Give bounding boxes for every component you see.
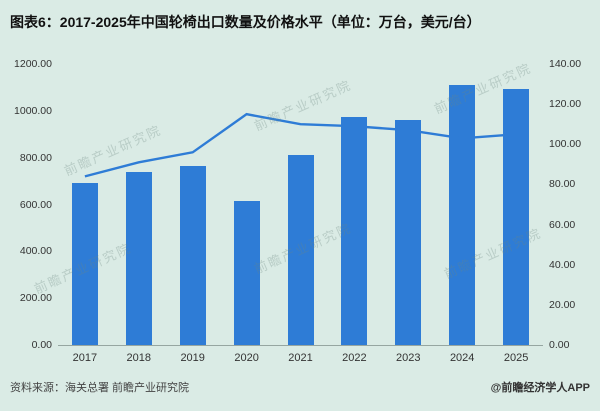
left-axis-tick: 1000.00 bbox=[14, 104, 52, 117]
x-axis-label-2020: 2020 bbox=[234, 352, 259, 364]
left-axis-tick: 600.00 bbox=[19, 198, 52, 211]
right-axis-tick: 120.00 bbox=[549, 98, 582, 111]
bar-2025 bbox=[503, 88, 530, 345]
right-axis-tick: 100.00 bbox=[549, 138, 582, 151]
price-line-svg bbox=[84, 112, 517, 178]
left-axis-tick: 800.00 bbox=[19, 151, 52, 164]
x-axis-label-2019: 2019 bbox=[180, 352, 205, 364]
right-axis-tick: 0.00 bbox=[549, 339, 570, 351]
bar-2020 bbox=[233, 201, 260, 345]
source-text: 资料来源：海关总署 前瞻产业研究院 bbox=[10, 382, 190, 394]
bar-2024 bbox=[449, 85, 476, 345]
right-axis-tick: 60.00 bbox=[549, 218, 576, 231]
x-axis-label-2017: 2017 bbox=[72, 352, 98, 364]
x-axis-label-2018: 2018 bbox=[126, 352, 152, 364]
bar-2021 bbox=[287, 155, 314, 345]
left-axis-tick: 1200.00 bbox=[14, 58, 52, 70]
x-axis-label-2023: 2023 bbox=[396, 352, 421, 364]
price-line bbox=[84, 112, 517, 178]
right-axis-tick: 20.00 bbox=[549, 298, 576, 311]
bar-2019 bbox=[179, 165, 206, 345]
brand-text: @前瞻经济学人APP bbox=[490, 382, 590, 394]
left-axis-tick: 400.00 bbox=[19, 245, 52, 258]
bar-2023 bbox=[395, 120, 422, 345]
right-axis-tick: 40.00 bbox=[549, 258, 576, 271]
bar-2018 bbox=[125, 171, 152, 345]
x-axis-label-2022: 2022 bbox=[342, 352, 367, 364]
bar-2022 bbox=[341, 116, 368, 345]
bar-2017 bbox=[71, 183, 98, 345]
right-axis-tick: 140.00 bbox=[549, 58, 582, 70]
right-axis-tick: 80.00 bbox=[549, 178, 576, 191]
x-axis-label-2025: 2025 bbox=[503, 352, 529, 364]
x-axis-label-2021: 2021 bbox=[288, 352, 313, 364]
plot-area bbox=[58, 64, 543, 346]
x-axis-label-2024: 2024 bbox=[449, 352, 475, 364]
chart-title: 图表6：2017-2025年中国轮椅出口数量及价格水平（单位：万台，美元/台） bbox=[10, 14, 481, 30]
left-axis-tick: 0.00 bbox=[31, 339, 52, 351]
left-axis-tick: 200.00 bbox=[19, 292, 52, 305]
